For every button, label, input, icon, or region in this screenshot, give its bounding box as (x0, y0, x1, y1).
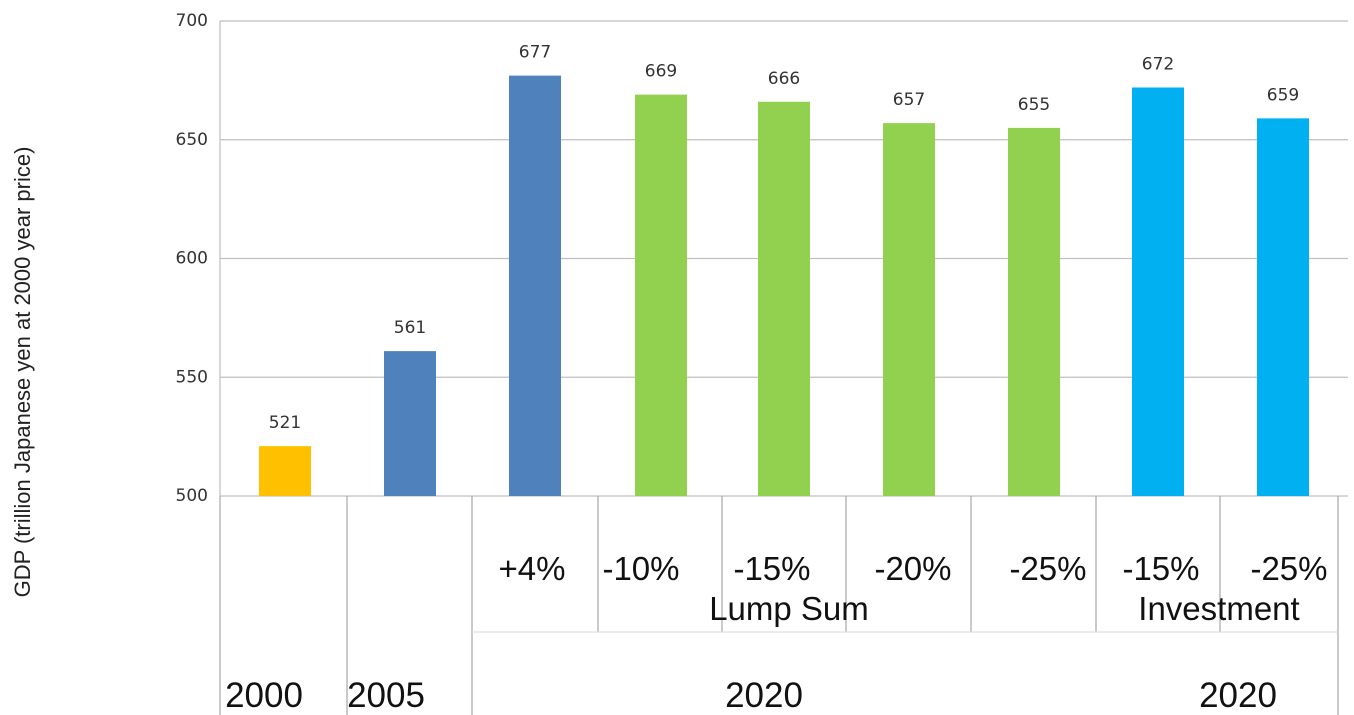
y-tick-label: 700 (176, 11, 208, 31)
year-label: 2000 (225, 676, 303, 715)
group-label: Investment (1138, 590, 1299, 627)
bar (883, 123, 935, 496)
data-label: 666 (768, 69, 800, 89)
data-label: 672 (1142, 55, 1174, 75)
scenario-label: -15% (1122, 550, 1199, 587)
data-label: 677 (519, 43, 551, 63)
group-label: Lump Sum (709, 590, 869, 627)
data-label: 521 (269, 413, 301, 433)
year-label: 2020 (1199, 676, 1277, 715)
bar (1257, 118, 1309, 496)
y-tick-label: 550 (176, 367, 208, 387)
y-tick-label: 600 (176, 249, 208, 269)
bar (509, 76, 561, 496)
data-label: 669 (645, 62, 677, 82)
data-label: 561 (394, 318, 426, 338)
bars: 521 561 677 669 666 657 655 672 659 (259, 43, 1309, 496)
bar (259, 446, 311, 496)
data-label: 657 (893, 90, 925, 110)
bar (384, 351, 436, 496)
scenario-label: +4% (499, 550, 566, 587)
bar (635, 95, 687, 496)
y-tick-label: 650 (176, 130, 208, 150)
scenario-label: -25% (1250, 550, 1327, 587)
scenario-label: -25% (1009, 550, 1086, 587)
year-label: 2020 (725, 676, 803, 715)
data-label: 659 (1267, 85, 1299, 105)
scenario-label: -15% (733, 550, 810, 587)
y-tick-label: 500 (176, 486, 208, 506)
scenario-label: -20% (874, 550, 951, 587)
year-label: 2005 (347, 676, 425, 715)
bar (1008, 128, 1060, 496)
data-label: 655 (1018, 95, 1050, 115)
bar (1132, 88, 1184, 497)
y-axis-label: GDP (trillion Japanese yen at 2000 year … (10, 147, 35, 598)
bar (758, 102, 810, 496)
scenario-label: -10% (602, 550, 679, 587)
